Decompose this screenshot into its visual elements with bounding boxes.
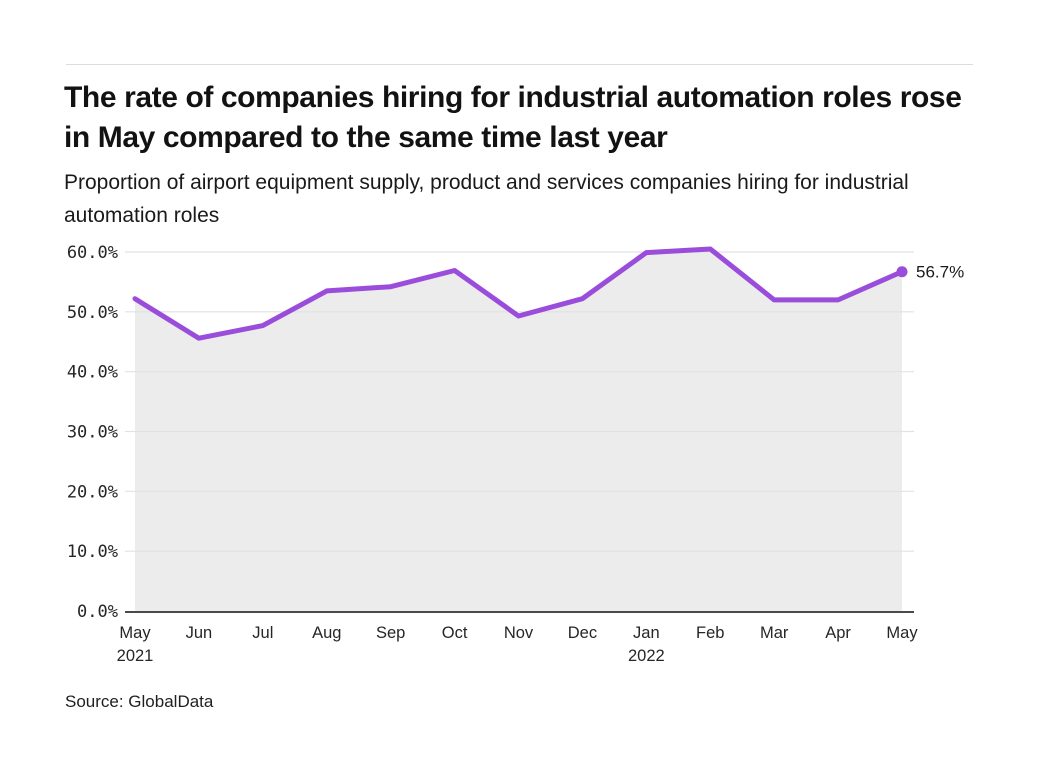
x-tick-label: Jul bbox=[252, 624, 273, 642]
page-title: The rate of companies hiring for industr… bbox=[64, 81, 962, 154]
x-tick-label: Dec bbox=[568, 624, 597, 642]
y-tick-label: 40.0% bbox=[67, 363, 118, 383]
x-tick-year-label: 2022 bbox=[628, 647, 665, 665]
x-tick-label: May bbox=[119, 624, 151, 642]
trend-line bbox=[132, 246, 905, 341]
x-tick-label: Oct bbox=[442, 624, 468, 642]
x-tick-label: Jan bbox=[633, 624, 660, 642]
y-tick-label: 20.0% bbox=[67, 482, 118, 502]
x-tick-label: Apr bbox=[825, 624, 851, 642]
source-text: Source: GlobalData bbox=[65, 692, 214, 711]
y-tick-label: 10.0% bbox=[67, 542, 118, 562]
page-subtitle: Proportion of airport equipment supply, … bbox=[64, 171, 909, 227]
x-tick-label: Feb bbox=[696, 624, 724, 642]
x-tick-label: Nov bbox=[504, 624, 534, 642]
y-tick-label: 50.0% bbox=[67, 303, 118, 323]
y-tick-label: 60.0% bbox=[67, 243, 118, 263]
x-tick-label: Mar bbox=[760, 624, 789, 642]
end-point-marker bbox=[896, 266, 908, 278]
chart-area-fill bbox=[135, 249, 902, 611]
x-tick-label: May bbox=[886, 624, 918, 642]
x-tick-label: Jun bbox=[186, 624, 213, 642]
end-value-label: 56.7% bbox=[916, 263, 964, 282]
x-tick-label: Sep bbox=[376, 624, 405, 642]
y-tick-label: 0.0% bbox=[77, 602, 118, 622]
x-tick-label: Aug bbox=[312, 624, 341, 642]
x-tick-year-label: 2021 bbox=[117, 647, 154, 665]
top-divider bbox=[66, 64, 973, 65]
y-tick-label: 30.0% bbox=[67, 423, 118, 443]
